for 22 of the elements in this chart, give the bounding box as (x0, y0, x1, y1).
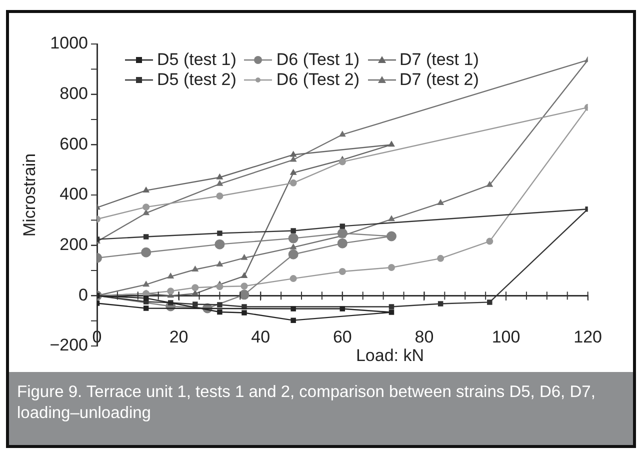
y-tick-label: 0 (78, 285, 88, 304)
y-tick-label: 600 (60, 134, 88, 154)
x-tick-label: 80 (414, 328, 434, 347)
legend-label: D5 (test 1) (157, 50, 236, 70)
x-tick-label: 40 (251, 328, 270, 347)
legend-label: D6 (Test 1) (276, 50, 360, 70)
y-axis-title: Microstrain (20, 153, 39, 237)
x-tick-label: 60 (332, 328, 352, 347)
legend-label: D6 (Test 2) (276, 70, 360, 90)
legend-label: D7 (test 1) (400, 50, 479, 70)
caption: Figure 9. Terrace unit 1, tests 1 and 2, comparison between strains D5, D6, D7, loading–unloading (9, 372, 633, 445)
x-axis-title: Load: kN (354, 346, 426, 366)
y-tick-label: −200 (50, 336, 88, 355)
y-tick-label: 200 (60, 235, 88, 254)
y-tick-label: 400 (60, 184, 88, 204)
legend-label: D5 (test 2) (157, 70, 236, 90)
x-tick-label: 20 (169, 328, 188, 347)
legend-label: D7 (test 2) (400, 70, 479, 90)
y-tick-label: 800 (60, 84, 88, 104)
y-tick-label: 1000 (50, 34, 88, 53)
x-tick-label: 100 (492, 328, 520, 347)
x-tick-label: 120 (574, 328, 602, 347)
